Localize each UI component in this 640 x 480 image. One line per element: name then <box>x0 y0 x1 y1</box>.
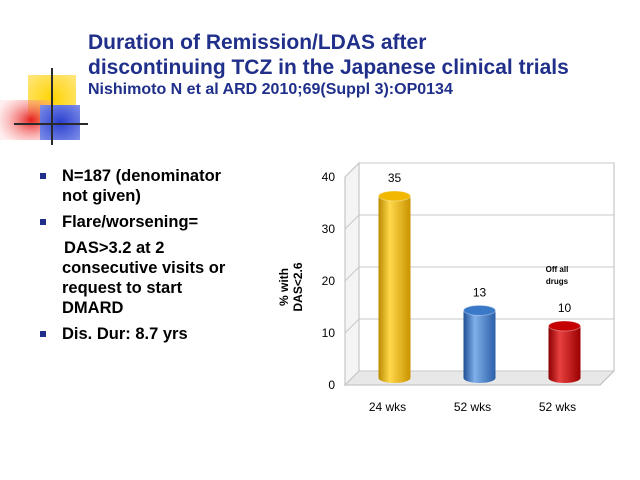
bar-body <box>378 196 411 378</box>
bullet-marker-icon <box>40 331 46 337</box>
y-tick-label: 30 <box>322 222 336 236</box>
bar-top <box>463 304 496 316</box>
gridline <box>344 266 614 282</box>
data-label: 35 <box>388 171 402 185</box>
gridline <box>344 370 614 386</box>
bar-body <box>548 326 581 378</box>
title-line-2: discontinuing TCZ in the Japanese clinic… <box>88 56 569 79</box>
data-label: 13 <box>473 285 487 299</box>
bar-base <box>463 373 496 383</box>
bullet-text: DAS>3.2 at 2 consecutive visits or reque… <box>62 239 226 317</box>
y-tick-label: 20 <box>322 274 336 288</box>
x-tick-label: 52 wks <box>539 400 576 414</box>
bullet-continuation: DAS>3.2 at 2 consecutive visits or reque… <box>38 238 248 318</box>
bullet-list: N=187 (denominator not given) Flare/wors… <box>38 166 248 350</box>
bar <box>548 320 581 383</box>
bullet-text: Flare/worsening= <box>62 213 199 231</box>
gridline <box>344 318 614 334</box>
bar <box>463 304 496 383</box>
annotation-line-2: drugs <box>546 277 569 286</box>
slide-title: Duration of Remission/LDAS after discont… <box>88 30 633 100</box>
x-tick-label: 52 wks <box>454 400 491 414</box>
y-tick-label: 10 <box>322 326 336 340</box>
title-line-1: Duration of Remission/LDAS after <box>88 31 427 54</box>
logo-blue-square <box>40 105 80 140</box>
gridline <box>344 214 614 230</box>
bar-chart: % with DAS<2.6 0 10 20 30 40 35 24 wks 13 52 wk… <box>277 161 616 414</box>
bar-body <box>463 310 496 378</box>
gridline <box>344 162 614 178</box>
bullet-item: Dis. Dur: 8.7 yrs <box>38 324 248 344</box>
bullet-item: Flare/worsening= <box>38 212 248 232</box>
bullet-item: N=187 (denominator not given) <box>38 166 248 206</box>
y-tick-label: 0 <box>328 378 335 392</box>
bullet-text: N=187 (denominator not given) <box>62 167 222 205</box>
annotation-line-1: Off all <box>546 265 569 274</box>
y-tick-label: 40 <box>322 170 336 184</box>
bar-top <box>378 190 411 202</box>
bullet-text: Dis. Dur: 8.7 yrs <box>62 325 188 343</box>
bullet-marker-icon <box>40 173 46 179</box>
bar-base <box>378 373 411 383</box>
bar-base <box>548 373 581 383</box>
data-label: 10 <box>558 301 572 315</box>
y-axis-title-line-2: DAS<2.6 <box>291 262 305 311</box>
slide-subtitle: Nishimoto N et al ARD 2010;69(Suppl 3):O… <box>88 81 453 98</box>
decorative-logo <box>0 68 88 145</box>
y-axis-title-line-1: % with <box>277 268 291 306</box>
bar <box>378 190 411 383</box>
bar-top <box>548 320 581 332</box>
x-tick-label: 24 wks <box>369 400 406 414</box>
bullet-marker-icon <box>40 219 46 225</box>
